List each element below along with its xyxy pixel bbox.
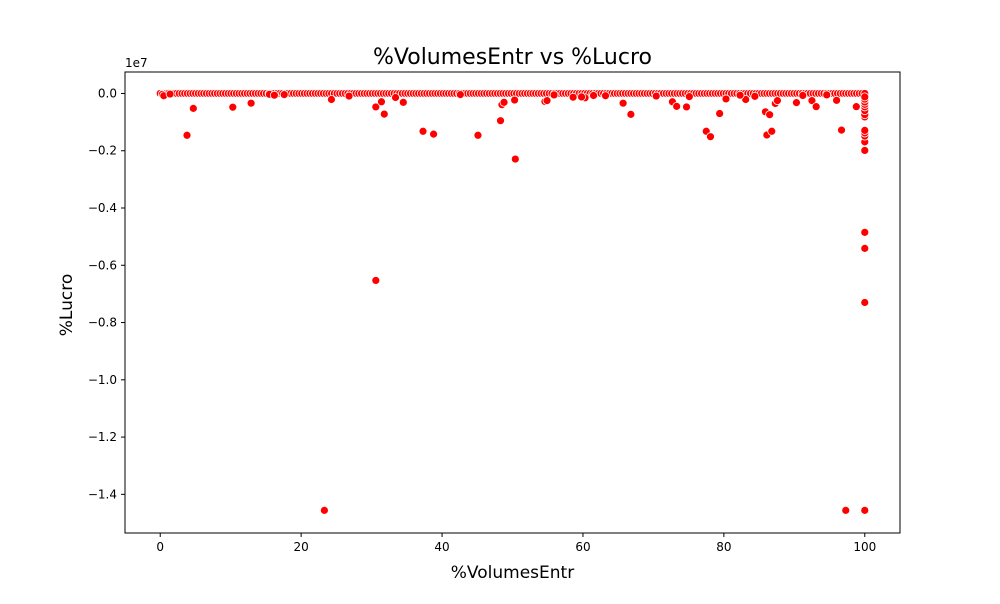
scatter-point: [706, 132, 715, 142]
scatter-point: [279, 90, 289, 100]
scatter-point: [418, 126, 428, 136]
scatter-point: [496, 116, 505, 126]
y-tick-label: −0.4: [88, 201, 117, 215]
scatter-point: [807, 96, 817, 106]
scatter-point: [841, 505, 851, 515]
scatter-point: [851, 102, 861, 112]
scatter-point: [618, 98, 628, 108]
scatter-point: [499, 97, 509, 107]
scatter-point: [792, 98, 801, 108]
scatter-point: [750, 91, 760, 101]
scatter-point: [371, 102, 381, 112]
x-axis-title: %VolumesEntr: [451, 563, 574, 583]
scatter-point: [542, 96, 552, 106]
scatter-point: [379, 109, 389, 119]
y-axis-ticks: 0.0 −0.2 −0.4 −0.6 −0.8 −1.0 −1.2 −1.4: [88, 86, 125, 501]
scatter-point: [765, 110, 775, 120]
scatter-point: [860, 146, 870, 155]
scatter-point: [860, 298, 870, 307]
y-axis-title: %Lucro: [57, 274, 77, 336]
y-tick-label: −1.2: [88, 430, 117, 444]
scatter-point: [773, 96, 782, 106]
plot-marks: [155, 89, 870, 515]
scatter-point: [549, 90, 559, 100]
y-tick-label: −0.8: [88, 316, 117, 330]
scatter-point: [626, 109, 636, 119]
scatter-point: [721, 94, 731, 104]
scatter-point: [182, 130, 192, 140]
x-tick-label: 100: [853, 540, 876, 554]
scatter-point: [377, 97, 386, 107]
scatter-point: [601, 91, 610, 101]
scatter-point: [246, 98, 256, 108]
scatter-point: [860, 227, 870, 237]
y-tick-label: 0.0: [98, 86, 117, 100]
scatter-point: [319, 505, 329, 515]
scatter-point: [860, 505, 870, 515]
scatter-point: [682, 102, 691, 112]
y-offset-label: 1e7: [125, 56, 148, 70]
scatter-point: [510, 154, 520, 164]
scatter-point: [327, 95, 336, 104]
scatter-point: [651, 91, 661, 101]
x-tick-label: 80: [716, 540, 731, 554]
scatter-point: [767, 126, 777, 136]
scatter-point: [589, 91, 598, 100]
y-tick-label: −0.2: [88, 144, 117, 158]
scatter-point: [837, 125, 846, 135]
scatter-point: [822, 90, 832, 100]
scatter-point: [391, 93, 400, 102]
x-tick-label: 0: [156, 540, 164, 554]
scatter-point: [684, 92, 694, 102]
x-tick-label: 20: [293, 540, 308, 554]
scatter-point: [510, 95, 520, 105]
scatter-point: [165, 89, 175, 99]
scatter-point: [568, 92, 578, 102]
y-tick-label: −1.0: [88, 373, 117, 387]
scatter-point: [344, 91, 354, 101]
x-tick-label: 60: [575, 540, 590, 554]
chart-title: %VolumesEntr vs %Lucro: [373, 45, 652, 70]
scatter-point: [455, 90, 465, 100]
scatter-point: [398, 97, 408, 107]
y-tick-label: −1.4: [88, 487, 117, 501]
x-axis-ticks: 0 20 40 60 80 100: [156, 533, 876, 554]
plot-frame: [124, 71, 901, 534]
scatter-point: [860, 126, 870, 135]
scatter-point: [429, 129, 438, 139]
y-tick-label: −0.6: [88, 258, 117, 272]
scatter-point: [269, 90, 279, 100]
scatter-point: [473, 130, 483, 140]
scatter-point: [672, 101, 682, 111]
scatter-point: [860, 243, 870, 253]
scatter-point: [735, 90, 745, 100]
scatter-point: [577, 92, 586, 102]
scatter-point: [715, 109, 725, 118]
x-tick-label: 40: [434, 540, 449, 554]
scatter-point: [811, 102, 821, 112]
scatter-point: [371, 276, 381, 285]
scatter-point: [228, 102, 238, 112]
scatter-point: [860, 92, 870, 102]
scatter-point: [188, 103, 198, 113]
scatter-point: [798, 91, 808, 100]
scatter-point: [832, 95, 841, 105]
